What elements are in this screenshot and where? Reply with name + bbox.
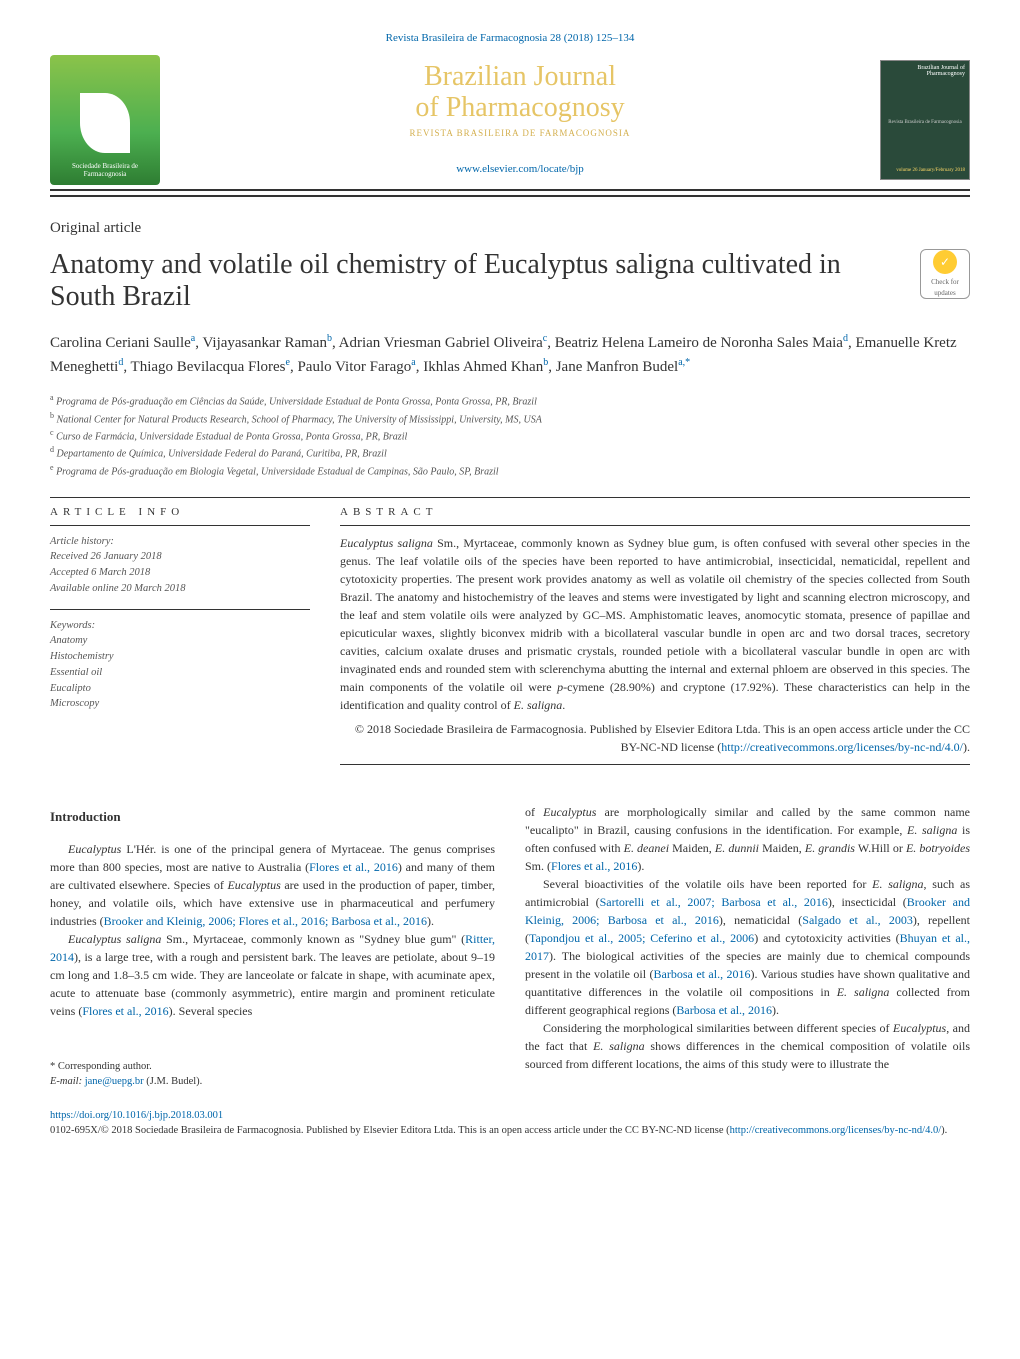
footer-close: ). — [941, 1125, 947, 1136]
introduction-heading: Introduction — [50, 807, 495, 827]
journal-url[interactable]: www.elsevier.com/locate/bjp — [180, 161, 860, 178]
license-link[interactable]: http://creativecommons.org/licenses/by-n… — [721, 740, 963, 754]
journal-title-block: Brazilian Journal of Pharmacognosy REVIS… — [160, 62, 880, 178]
body-text: Introduction Eucalyptus L'Hér. is one of… — [50, 803, 970, 1090]
abstract-end-divider — [340, 764, 970, 765]
corr-email[interactable]: jane@uepg.br — [85, 1076, 144, 1087]
cover-volume: volume 26 January/February 2018 — [885, 167, 965, 175]
email-label: E-mail: — [50, 1076, 82, 1087]
journal-banner: Sociedade Brasileira de Farmacognosia Br… — [50, 55, 970, 191]
body-p1: Eucalyptus L'Hér. is one of the principa… — [50, 840, 495, 930]
affiliation-line: b National Center for Natural Products R… — [50, 410, 970, 427]
corr-name: (J.M. Budel). — [146, 1076, 202, 1087]
affiliations: a Programa de Pós-graduação em Ciências … — [50, 392, 970, 479]
body-p2: Eucalyptus saligna Sm., Myrtaceae, commo… — [50, 930, 495, 1020]
body-p4: Several bioactivities of the volatile oi… — [525, 875, 970, 1019]
info-divider — [50, 525, 310, 526]
check-updates-badge[interactable]: ✓ Check for updates — [920, 249, 970, 299]
article-history: Article history: Received 26 January 201… — [50, 534, 310, 597]
cover-title: Brazilian Journal of Pharmacognosy — [885, 65, 965, 78]
footer-license-link[interactable]: http://creativecommons.org/licenses/by-n… — [730, 1125, 942, 1136]
keywords-block: Keywords: AnatomyHistochemistryEssential… — [50, 618, 310, 713]
journal-subtitle: REVISTA BRASILEIRA DE FARMACOGNOSIA — [180, 127, 860, 141]
corresponding-author: * Corresponding author. E-mail: jane@uep… — [50, 1060, 495, 1089]
keyword-item: Histochemistry — [50, 649, 310, 665]
copyright: © 2018 Sociedade Brasileira de Farmacogn… — [340, 720, 970, 756]
body-p5: Considering the morphological similariti… — [525, 1019, 970, 1073]
doi-link[interactable]: https://doi.org/10.1016/j.bjp.2018.03.00… — [50, 1110, 223, 1121]
cover-subtitle: Revista Brasileira de Farmacognosia — [885, 119, 965, 127]
society-name: Sociedade Brasileira de Farmacognosia — [56, 163, 154, 178]
corr-label: * Corresponding author. — [50, 1060, 495, 1075]
citation-header: Revista Brasileira de Farmacognosia 28 (… — [50, 30, 970, 47]
abstract-divider — [340, 525, 970, 526]
online-date: Available online 20 March 2018 — [50, 581, 310, 597]
affiliation-line: e Programa de Pós-graduação em Biologia … — [50, 462, 970, 479]
society-logo: Sociedade Brasileira de Farmacognosia — [50, 55, 160, 185]
received-date: Received 26 January 2018 — [50, 549, 310, 565]
updates-label: Check for updates — [921, 277, 969, 298]
journal-title-line2: of Pharmacognosy — [180, 93, 860, 124]
banner-divider — [50, 195, 970, 197]
authors-list: Carolina Ceriani Saullea, Vijayasankar R… — [50, 331, 970, 378]
accepted-date: Accepted 6 March 2018 — [50, 565, 310, 581]
leaf-icon — [80, 93, 130, 153]
copyright-close: ). — [963, 740, 970, 754]
keyword-item: Microscopy — [50, 696, 310, 712]
page-footer: https://doi.org/10.1016/j.bjp.2018.03.00… — [50, 1109, 970, 1138]
keywords-list: AnatomyHistochemistryEssential oilEucali… — [50, 633, 310, 712]
updates-icon: ✓ — [933, 250, 957, 274]
abstract-text: Eucalyptus saligna Sm., Myrtaceae, commo… — [340, 534, 970, 714]
article-title: Anatomy and volatile oil chemistry of Eu… — [50, 249, 920, 313]
keyword-item: Anatomy — [50, 633, 310, 649]
affiliation-line: d Departamento de Química, Universidade … — [50, 444, 970, 461]
issn-text: 0102-695X/© 2018 Sociedade Brasileira de… — [50, 1125, 730, 1136]
keywords-label: Keywords: — [50, 618, 310, 634]
affiliation-line: c Curso de Farmácia, Universidade Estadu… — [50, 427, 970, 444]
article-type: Original article — [50, 217, 970, 240]
journal-title-line1: Brazilian Journal — [180, 62, 860, 93]
keywords-divider — [50, 609, 310, 610]
cover-thumbnail: Brazilian Journal of Pharmacognosy Revis… — [880, 60, 970, 180]
keyword-item: Eucalipto — [50, 681, 310, 697]
section-divider — [50, 497, 970, 498]
affiliation-line: a Programa de Pós-graduação em Ciências … — [50, 392, 970, 409]
history-label: Article history: — [50, 534, 310, 550]
article-info-head: article info — [50, 504, 310, 521]
keyword-item: Essential oil — [50, 665, 310, 681]
body-p3: of Eucalyptus are morphologically simila… — [525, 803, 970, 875]
abstract-head: abstract — [340, 504, 970, 521]
